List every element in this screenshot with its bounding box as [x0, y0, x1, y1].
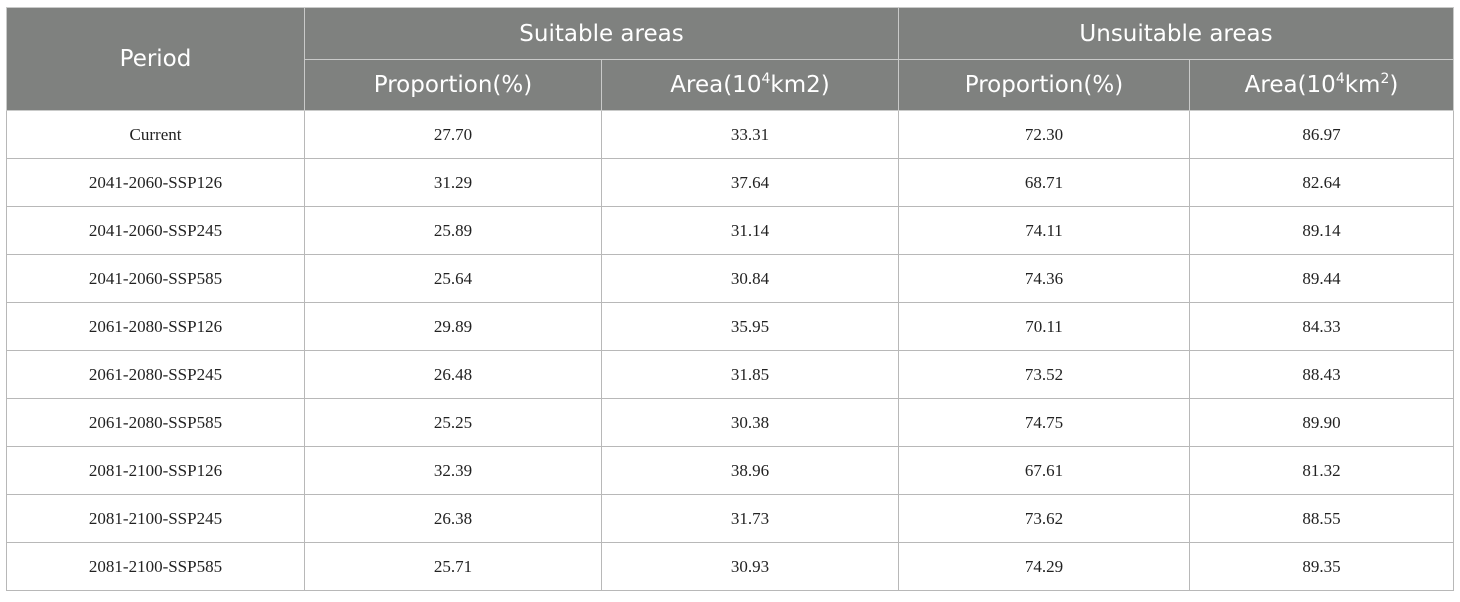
cell-suitable-proportion: 25.71 — [304, 542, 602, 591]
cell-unsuitable-proportion: 74.11 — [898, 206, 1190, 255]
cell-suitable-area: 37.64 — [601, 158, 899, 207]
table-row: Current 27.70 33.31 72.30 86.97 — [6, 110, 1455, 159]
table-row: 2041-2060-SSP126 31.29 37.64 68.71 82.64 — [6, 158, 1455, 207]
cell-suitable-area: 30.84 — [601, 254, 899, 303]
cell-period: 2081-2100-SSP585 — [6, 542, 305, 591]
cell-unsuitable-proportion: 74.75 — [898, 398, 1190, 447]
cell-suitable-area: 30.93 — [601, 542, 899, 591]
header-unsuitable-area-prefix: Area(10 — [1244, 72, 1336, 98]
header-suitable-proportion: Proportion(%) — [304, 59, 602, 111]
cell-unsuitable-area: 82.64 — [1188, 158, 1455, 207]
header-suitable-area-prefix: Area(10 — [670, 72, 762, 98]
cell-suitable-proportion: 25.25 — [304, 398, 602, 447]
table-row: 2061-2080-SSP126 29.89 35.95 70.11 84.33 — [6, 302, 1455, 351]
cell-suitable-area: 31.73 — [601, 494, 899, 543]
cell-period: 2041-2060-SSP585 — [6, 254, 305, 303]
cell-unsuitable-area: 86.97 — [1188, 110, 1455, 159]
table-header: Period Suitable areas Unsuitable areas P… — [6, 7, 1455, 111]
cell-unsuitable-area: 88.43 — [1188, 350, 1455, 399]
cell-period: 2081-2100-SSP245 — [6, 494, 305, 543]
header-suitable-area: Area(104km2) — [601, 59, 899, 111]
cell-period: 2061-2080-SSP245 — [6, 350, 305, 399]
cell-suitable-proportion: 29.89 — [304, 302, 602, 351]
cell-unsuitable-area: 88.55 — [1188, 494, 1455, 543]
table-row: 2081-2100-SSP126 32.39 38.96 67.61 81.32 — [6, 446, 1455, 495]
data-table-container: Period Suitable areas Unsuitable areas P… — [6, 7, 1455, 591]
cell-unsuitable-proportion: 68.71 — [898, 158, 1190, 207]
cell-suitable-area: 31.85 — [601, 350, 899, 399]
cell-suitable-proportion: 25.89 — [304, 206, 602, 255]
cell-period: Current — [6, 110, 305, 159]
header-unsuitable-area-exponent-2: 2 — [1380, 71, 1390, 87]
cell-period: 2061-2080-SSP126 — [6, 302, 305, 351]
header-suitable-areas: Suitable areas — [304, 7, 899, 60]
table-row: 2081-2100-SSP585 25.71 30.93 74.29 89.35 — [6, 542, 1455, 591]
cell-unsuitable-area: 81.32 — [1188, 446, 1455, 495]
table-row: 2081-2100-SSP245 26.38 31.73 73.62 88.55 — [6, 494, 1455, 543]
suitability-table: Period Suitable areas Unsuitable areas P… — [6, 7, 1455, 591]
cell-period: 2081-2100-SSP126 — [6, 446, 305, 495]
cell-unsuitable-proportion: 70.11 — [898, 302, 1190, 351]
cell-suitable-area: 30.38 — [601, 398, 899, 447]
cell-suitable-proportion: 26.38 — [304, 494, 602, 543]
cell-unsuitable-proportion: 67.61 — [898, 446, 1190, 495]
table-row: 2061-2080-SSP245 26.48 31.85 73.52 88.43 — [6, 350, 1455, 399]
header-unsuitable-proportion: Proportion(%) — [898, 59, 1190, 111]
cell-unsuitable-area: 89.90 — [1188, 398, 1455, 447]
cell-suitable-area: 35.95 — [601, 302, 899, 351]
cell-unsuitable-area: 84.33 — [1188, 302, 1455, 351]
header-period: Period — [6, 7, 305, 111]
cell-period: 2041-2060-SSP245 — [6, 206, 305, 255]
cell-suitable-proportion: 32.39 — [304, 446, 602, 495]
cell-unsuitable-proportion: 72.30 — [898, 110, 1190, 159]
cell-suitable-area: 33.31 — [601, 110, 899, 159]
header-unsuitable-area-suffix: ) — [1389, 72, 1399, 98]
table-row: 2061-2080-SSP585 25.25 30.38 74.75 89.90 — [6, 398, 1455, 447]
cell-suitable-proportion: 26.48 — [304, 350, 602, 399]
table-row: 2041-2060-SSP245 25.89 31.14 74.11 89.14 — [6, 206, 1455, 255]
header-unsuitable-areas: Unsuitable areas — [897, 7, 1455, 60]
header-suitable-area-suffix: km2) — [770, 72, 830, 98]
cell-unsuitable-proportion: 74.36 — [898, 254, 1190, 303]
table-row: 2041-2060-SSP585 25.64 30.84 74.36 89.44 — [6, 254, 1455, 303]
header-unsuitable-area-exponent: 4 — [1335, 71, 1345, 87]
cell-suitable-proportion: 27.70 — [304, 110, 602, 159]
cell-unsuitable-area: 89.35 — [1188, 542, 1455, 591]
cell-suitable-proportion: 25.64 — [304, 254, 602, 303]
header-row-group: Period Suitable areas Unsuitable areas — [6, 7, 1455, 111]
header-unsuitable-area-mid: km — [1344, 72, 1381, 98]
header-suitable-area-exponent: 4 — [761, 71, 771, 87]
cell-unsuitable-proportion: 73.52 — [898, 350, 1190, 399]
cell-unsuitable-area: 89.14 — [1188, 206, 1455, 255]
cell-unsuitable-proportion: 73.62 — [898, 494, 1190, 543]
header-row-sub: Proportion(%) Area(104km2) Proportion(%)… — [7, 59, 1455, 111]
cell-suitable-area: 38.96 — [601, 446, 899, 495]
cell-period: 2061-2080-SSP585 — [6, 398, 305, 447]
header-unsuitable-area: Area(104km2) — [1188, 59, 1455, 111]
cell-suitable-area: 31.14 — [601, 206, 899, 255]
table-body: Current 27.70 33.31 72.30 86.97 2041-206… — [6, 110, 1455, 591]
cell-period: 2041-2060-SSP126 — [6, 158, 305, 207]
cell-unsuitable-area: 89.44 — [1188, 254, 1455, 303]
cell-suitable-proportion: 31.29 — [304, 158, 602, 207]
cell-unsuitable-proportion: 74.29 — [898, 542, 1190, 591]
